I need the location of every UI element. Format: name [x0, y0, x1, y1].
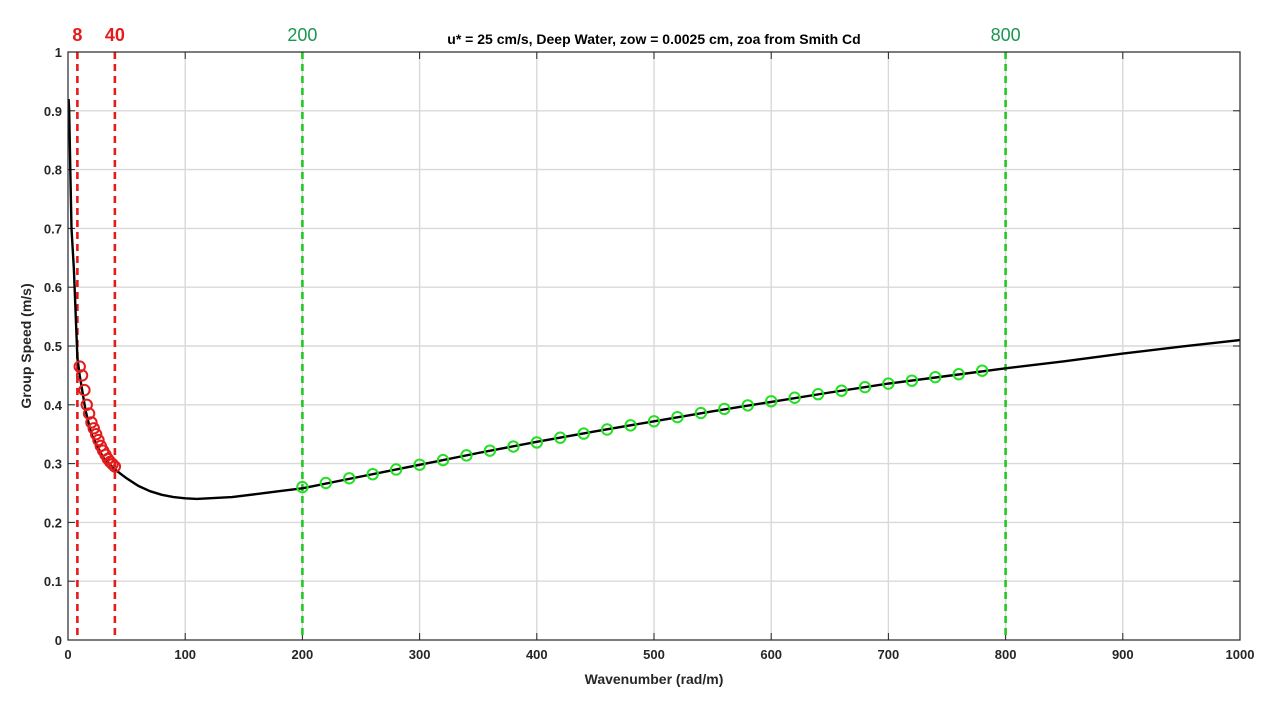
y-tick-label: 0.9: [44, 104, 62, 119]
data-point: [952, 368, 965, 381]
x-tick-label: 200: [292, 647, 314, 662]
data-point: [413, 458, 426, 471]
series-line: [67, 98, 1241, 501]
x-tick-label: 800: [995, 647, 1017, 662]
y-tick-label: 0.4: [44, 398, 63, 413]
data-point: [624, 419, 637, 432]
y-tick-label: 0: [55, 633, 62, 648]
y-tick-label: 1: [55, 45, 62, 60]
data-point: [811, 388, 825, 401]
data-point: [108, 460, 122, 473]
data-point: [92, 433, 105, 447]
x-tick-label: 300: [409, 647, 431, 662]
data-point: [389, 463, 403, 476]
data-point: [343, 472, 356, 485]
x-tick-label: 500: [643, 647, 665, 662]
plot-frame: [67, 51, 1241, 641]
data-point: [905, 374, 919, 387]
data-point: [694, 406, 708, 420]
data-point: [319, 476, 333, 490]
x-tick-label: 700: [878, 647, 900, 662]
data-point: [788, 391, 801, 404]
vertical-marker-label: 800: [991, 25, 1021, 45]
data-point: [858, 380, 872, 394]
data-point: [366, 467, 379, 481]
data-point: [75, 369, 89, 382]
y-tick-label: 0.7: [44, 221, 62, 236]
chart-title: u* = 25 cm/s, Deep Water, zow = 0.0025 c…: [447, 31, 860, 47]
x-tick-label: 0: [64, 647, 71, 662]
data-point: [296, 480, 309, 494]
y-tick-label: 0.2: [44, 515, 62, 530]
data-point: [87, 422, 100, 435]
vertical-marker-label: 200: [287, 25, 317, 45]
data-point: [600, 423, 614, 436]
y-tick-label: 0.8: [44, 163, 62, 178]
y-axis-label: Group Speed (m/s): [18, 283, 34, 408]
y-tick-label: 0.3: [44, 457, 62, 472]
data-point: [78, 383, 91, 397]
x-tick-label: 100: [174, 647, 196, 662]
data-point: [483, 444, 497, 457]
data-point: [89, 428, 103, 441]
x-tick-label: 600: [760, 647, 782, 662]
y-tick-label: 0.1: [44, 574, 62, 589]
data-point: [460, 449, 473, 462]
y-axis-ticks: 0 0.1 0.2 0.3 0.4 0.5 0.6 0.7 0.8 0.9 1: [44, 45, 1240, 648]
data-point: [507, 440, 520, 453]
data-point: [530, 436, 543, 449]
x-axis-label: Wavenumber (rad/m): [585, 671, 724, 687]
x-tick-label: 900: [1112, 647, 1134, 662]
x-tick-label: 400: [526, 647, 548, 662]
vertical-marker-label: 40: [105, 25, 125, 45]
data-point: [436, 453, 450, 467]
data-point: [554, 431, 567, 444]
vertical-marker-label: 8: [72, 25, 82, 45]
data-point: [85, 416, 98, 429]
data-point: [106, 457, 119, 471]
data-point: [718, 402, 731, 416]
y-tick-label: 0.6: [44, 280, 62, 295]
data-point: [671, 410, 684, 424]
data-point: [647, 415, 661, 428]
data-point: [765, 395, 778, 408]
data-point: [882, 377, 895, 390]
data-point: [835, 384, 848, 397]
data-point: [741, 399, 754, 412]
x-tick-label: 1000: [1226, 647, 1255, 662]
data-point: [929, 370, 942, 384]
data-point: [577, 427, 590, 440]
data-point: [975, 364, 989, 377]
y-tick-label: 0.5: [44, 339, 62, 354]
data-series: [67, 98, 1241, 501]
